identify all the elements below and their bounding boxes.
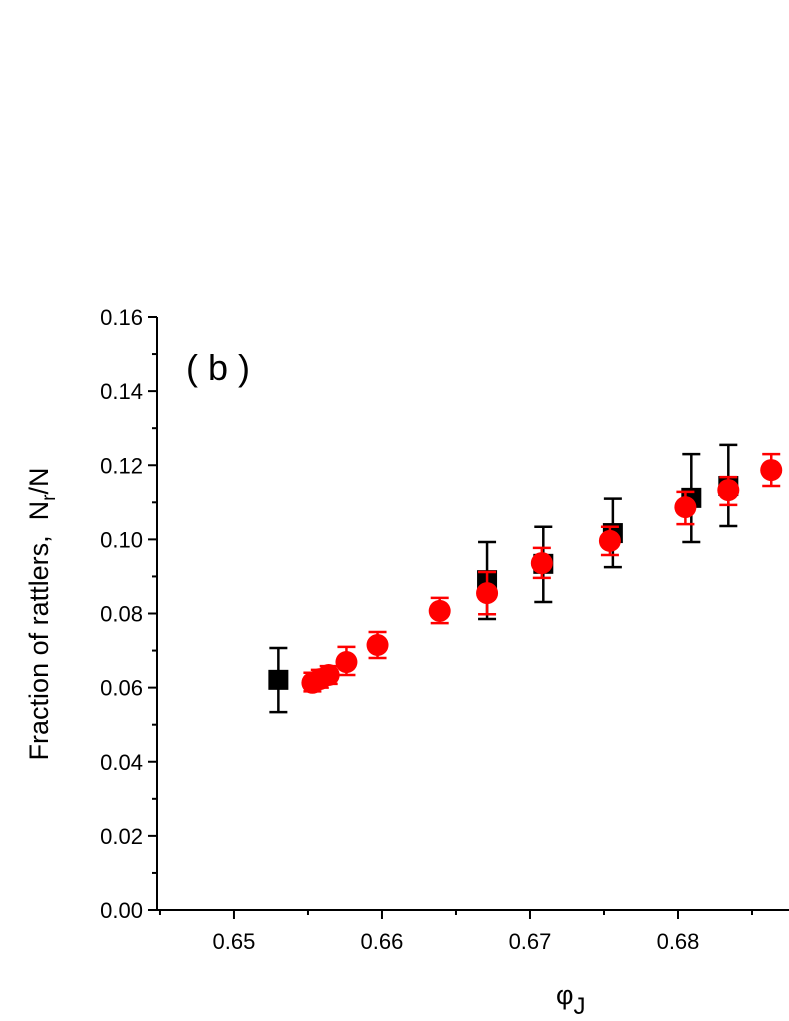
x-tick-label: 0.68 (657, 929, 700, 954)
y-tick-label: 0.00 (100, 898, 143, 923)
data-point-circle (428, 599, 451, 622)
y-tick-label: 0.06 (100, 676, 143, 701)
y-axis-label-tail: /N (24, 468, 54, 495)
axes: 0.00 0.02 0.04 0.06 0.08 0.10 0.12 0.14 0.16 0.65… (100, 305, 789, 954)
data-point-circle (717, 479, 740, 502)
x-axis-label-main: φ (556, 980, 574, 1010)
data-point-circle (674, 496, 697, 519)
data-point-circle (598, 529, 621, 552)
y-tick-label: 0.08 (100, 602, 143, 627)
y-tick-label: 0.04 (100, 750, 143, 775)
y-tick-label: 0.12 (100, 453, 143, 478)
x-tick-label: 0.67 (509, 929, 552, 954)
y-tick-label: 0.02 (100, 824, 143, 849)
y-axis-label-main: Fraction of rattlers, N (24, 501, 54, 761)
data-marks (268, 443, 783, 714)
x-tick-label: 0.66 (361, 929, 404, 954)
y-axis-label-sub: r (39, 494, 60, 501)
panel-annotation: ( b ) (186, 347, 250, 388)
series-circle (301, 452, 783, 694)
x-axis-label-sub: J (574, 993, 586, 1020)
y-tick-label: 0.16 (100, 305, 143, 330)
data-point-circle (366, 634, 389, 657)
y-tick-label: 0.14 (100, 379, 143, 404)
y-axis-label: Fraction of rattlers, Nr/N (24, 468, 60, 761)
data-point-circle (335, 651, 358, 674)
data-point-circle (317, 664, 340, 687)
data-point-circle (530, 552, 553, 575)
data-point-circle (476, 582, 499, 605)
y-tick-label: 0.10 (100, 527, 143, 552)
x-axis-label: φJ (556, 980, 586, 1020)
data-point-circle (760, 459, 783, 482)
x-tick-label: 0.65 (213, 929, 256, 954)
data-point-square (268, 669, 289, 690)
